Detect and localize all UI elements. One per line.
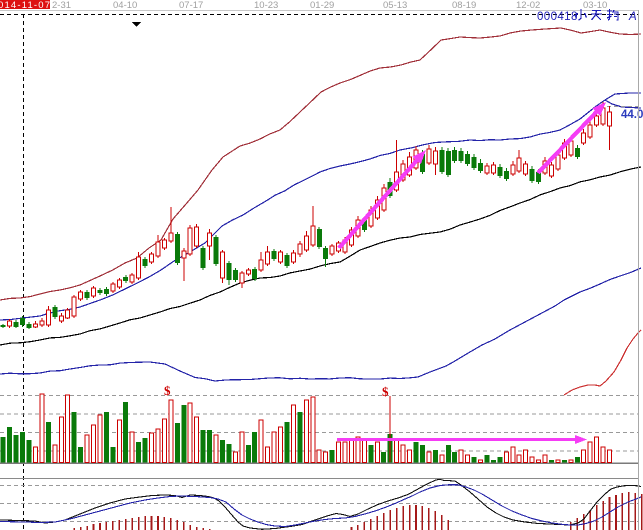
svg-text:014-11-07: 014-11-07 (0, 0, 50, 11)
svg-text:44.04: 44.04 (621, 109, 643, 121)
svg-text:10-23: 10-23 (254, 0, 278, 11)
svg-text:2-31: 2-31 (52, 0, 71, 11)
svg-text:07-17: 07-17 (179, 0, 203, 11)
svg-text:04-10: 04-10 (113, 0, 137, 11)
svg-text:01-29: 01-29 (310, 0, 334, 11)
svg-text:05-13: 05-13 (383, 0, 407, 11)
svg-text:$: $ (382, 384, 389, 399)
svg-text:08-19: 08-19 (452, 0, 476, 11)
svg-text:A: A (628, 11, 637, 23)
svg-text:000418: 000418 (537, 11, 578, 23)
svg-text:03-10: 03-10 (583, 0, 607, 11)
svg-text:12-02: 12-02 (516, 0, 540, 11)
svg-text:$: $ (164, 383, 171, 398)
